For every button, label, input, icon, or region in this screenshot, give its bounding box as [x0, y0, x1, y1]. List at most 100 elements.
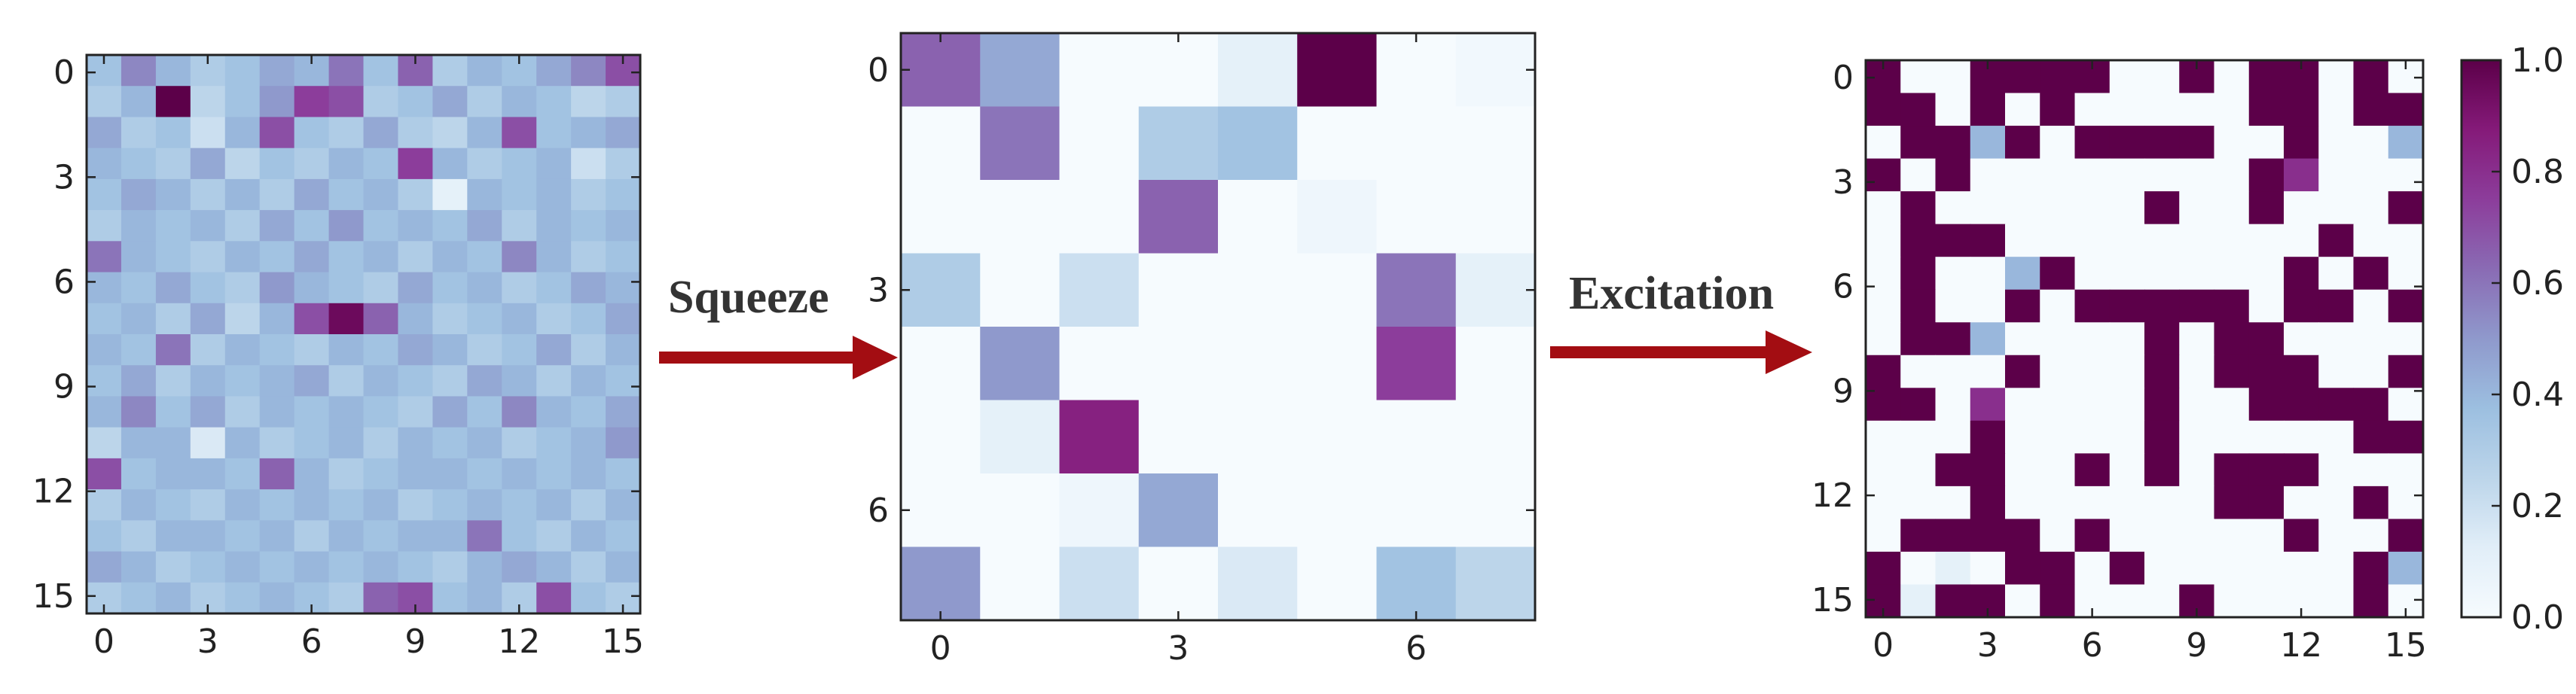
heatmap-cell	[571, 241, 606, 273]
heatmap-cell	[536, 241, 572, 273]
heatmap-cell	[1297, 180, 1378, 254]
heatmap-cell	[121, 148, 157, 180]
heatmap-cell	[901, 253, 981, 327]
heatmap-cell	[190, 148, 226, 180]
heatmap-cell	[1138, 473, 1219, 548]
heatmap-cell	[1297, 253, 1378, 327]
heatmap-cell	[2109, 551, 2145, 586]
heatmap-cell	[2214, 257, 2250, 291]
heatmap-cell	[294, 148, 330, 180]
heatmap-cell	[2353, 289, 2389, 323]
heatmap-cell	[398, 551, 433, 583]
heatmap-cell	[571, 117, 606, 149]
heatmap-cell	[1297, 400, 1378, 474]
heatmap-cell	[155, 55, 191, 87]
heatmap-cell	[2353, 126, 2389, 160]
heatmap-cell	[2318, 420, 2355, 454]
heatmap-cell	[2318, 224, 2355, 257]
heatmap-cell	[294, 551, 330, 583]
heatmap-cell	[2144, 158, 2180, 192]
heatmap-cell	[1970, 355, 2006, 388]
heatmap-cell	[328, 117, 365, 149]
heatmap-cell	[328, 178, 365, 211]
heatmap-cell	[87, 117, 122, 149]
heatmap-cell	[2388, 257, 2424, 291]
heatmap-cell	[2353, 257, 2389, 291]
heatmap-cell	[1935, 60, 1971, 94]
heatmap-cell	[1970, 158, 2006, 192]
heatmap-cell	[398, 178, 433, 211]
heatmap-cell	[606, 148, 641, 180]
heatmap-cell	[1297, 473, 1378, 548]
heatmap-cell	[1866, 224, 1901, 257]
colorbar-tick-label: 0.8	[2511, 153, 2564, 191]
heatmap-cell	[536, 272, 572, 304]
heatmap-cell	[2040, 191, 2076, 225]
y-tick-label: 15	[1811, 581, 1854, 619]
heatmap-cell	[467, 210, 502, 242]
heatmap-cell	[980, 106, 1061, 181]
heatmap-cell	[467, 117, 502, 149]
heatmap-cell	[1376, 546, 1457, 621]
heatmap-frame	[1864, 59, 2425, 619]
heatmap-cell	[1935, 257, 1971, 291]
heatmap-cell	[328, 210, 365, 242]
heatmap-cell	[2179, 322, 2215, 356]
heatmap-cell	[2040, 453, 2076, 487]
heatmap-cell	[467, 178, 502, 211]
heatmap-cell	[1455, 546, 1536, 621]
heatmap-cell	[121, 178, 157, 211]
heatmap-cell	[606, 427, 641, 459]
heatmap-cell	[87, 210, 122, 242]
heatmap-cell	[2074, 388, 2111, 422]
heatmap-cell	[2109, 158, 2145, 192]
heatmap-cell	[2074, 126, 2111, 160]
heatmap-cell	[328, 427, 365, 459]
heatmap-cell	[502, 272, 537, 304]
heatmap-cell	[502, 458, 537, 490]
heatmap-frame	[85, 53, 642, 615]
heatmap-cell	[363, 303, 399, 335]
heatmap-cell	[502, 117, 537, 149]
heatmap-cell	[901, 180, 981, 254]
y-tick-label: 6	[868, 492, 889, 530]
heatmap-cell	[87, 178, 122, 211]
heatmap-cell	[2005, 60, 2040, 94]
heatmap-cell	[2353, 322, 2389, 356]
heatmap-cell	[1900, 60, 1937, 94]
heatmap-cell	[2005, 158, 2040, 192]
heatmap-cell	[294, 489, 330, 521]
heatmap-cell	[1900, 191, 1937, 225]
heatmap-cell	[536, 582, 572, 614]
heatmap-cell	[1900, 93, 1937, 126]
heatmap-cell	[328, 55, 365, 87]
heatmap-cell	[363, 458, 399, 490]
heatmap-cell	[224, 489, 261, 521]
heatmap-cell	[1866, 158, 1901, 192]
heatmap-cell	[1376, 253, 1457, 327]
heatmap-cell	[224, 365, 261, 397]
heatmap-cell	[432, 458, 468, 490]
heatmap-cell	[155, 303, 191, 335]
heatmap-cell	[2179, 420, 2215, 454]
heatmap-cell	[2109, 388, 2145, 422]
heatmap-cell	[571, 334, 606, 366]
heatmap-cell	[363, 241, 399, 273]
heatmap-cell	[2214, 388, 2250, 422]
heatmap-cell	[2144, 355, 2180, 388]
heatmap-cell	[363, 210, 399, 242]
heatmap-cell	[536, 365, 572, 397]
heatmap-cell	[155, 178, 191, 211]
heatmap-cell	[502, 427, 537, 459]
excitation-arrow: Excitation	[1550, 268, 1812, 374]
heatmap-cell	[2109, 485, 2145, 520]
heatmap-cell	[121, 458, 157, 490]
heatmap-cell	[2214, 158, 2250, 192]
heatmap-cell	[2005, 420, 2040, 454]
heatmap-cell	[1970, 257, 2006, 291]
x-tick-label: 0	[930, 629, 951, 668]
heatmap-cell	[328, 458, 365, 490]
heatmap-cell	[2388, 420, 2424, 454]
heatmap-cell	[224, 396, 261, 428]
